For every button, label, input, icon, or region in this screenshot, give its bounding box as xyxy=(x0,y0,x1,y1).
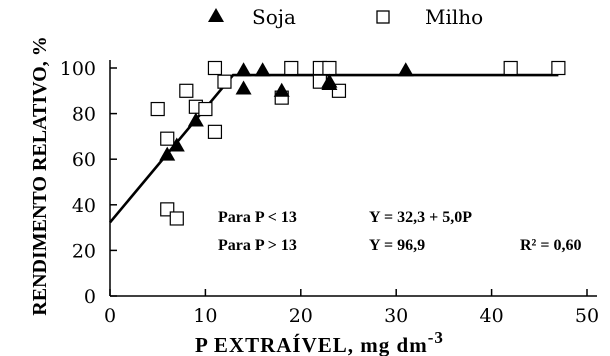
x-tick-label: 50 xyxy=(575,305,599,327)
soja-point xyxy=(235,62,252,77)
legend-soja-label: Soja xyxy=(252,5,296,29)
soja-point xyxy=(187,112,204,127)
milho-point xyxy=(179,83,194,98)
legend: Soja Milho xyxy=(208,5,483,29)
legend-soja-marker xyxy=(208,8,224,22)
x-tick-label: 40 xyxy=(480,305,504,327)
milho-point xyxy=(503,60,518,76)
y-tick-label: 60 xyxy=(72,149,96,171)
x-tick-label: 10 xyxy=(193,305,217,327)
annotation-r2: R² = 0,60 xyxy=(520,237,581,254)
x-tick-label: 0 xyxy=(104,305,116,327)
x-axis-title-sup: -3 xyxy=(428,328,444,347)
milho-point xyxy=(198,101,213,117)
legend-milho-marker xyxy=(376,10,390,24)
x-axis-title-text: P EXTRAÍVEL, mg dm xyxy=(195,333,428,356)
milho-point xyxy=(160,131,175,146)
ticks xyxy=(109,67,588,297)
y-tick-label: 100 xyxy=(60,58,96,80)
soja-point xyxy=(168,137,185,152)
soja-point xyxy=(273,82,290,97)
annotation-condition-1: Para P < 13 xyxy=(218,209,297,226)
annotation-condition-2: Para P > 13 xyxy=(218,237,297,254)
milho-point xyxy=(322,60,337,76)
milho-point xyxy=(217,74,232,89)
annotation-equation-1: Y = 32,3 + 5,0P xyxy=(369,209,472,226)
milho-point xyxy=(284,60,299,76)
y-tick-label: 20 xyxy=(72,240,96,262)
soja-point xyxy=(254,62,271,77)
tick-labels: 0 10 20 30 40 50 0 20 40 60 80 100 xyxy=(60,58,599,327)
y-tick-label: 0 xyxy=(84,286,96,308)
milho-point xyxy=(169,211,184,226)
axes xyxy=(109,60,597,297)
milho-series xyxy=(150,60,566,226)
soja-point xyxy=(235,80,252,95)
legend-milho-label: Milho xyxy=(425,5,483,29)
annotation-equation-2: Y = 96,9 xyxy=(369,237,425,254)
x-tick-label: 30 xyxy=(384,305,408,327)
y-tick-label: 40 xyxy=(72,195,96,217)
soja-series xyxy=(159,62,414,161)
milho-point xyxy=(150,101,165,117)
y-axis-title: RENDIMENTO RELATIVO, % xyxy=(29,36,51,315)
annotations: Para P < 13 Y = 32,3 + 5,0P Para P > 13 … xyxy=(218,209,581,254)
soja-point xyxy=(397,62,414,77)
milho-point xyxy=(207,124,223,139)
x-tick-label: 20 xyxy=(289,305,313,327)
fit-line xyxy=(109,73,559,224)
soja-point xyxy=(159,146,176,161)
milho-point xyxy=(207,60,223,76)
y-tick-label: 80 xyxy=(72,104,96,126)
x-axis-title: P EXTRAÍVEL, mg dm-3 xyxy=(195,328,444,356)
milho-point xyxy=(551,60,566,76)
soja-point xyxy=(321,73,338,88)
